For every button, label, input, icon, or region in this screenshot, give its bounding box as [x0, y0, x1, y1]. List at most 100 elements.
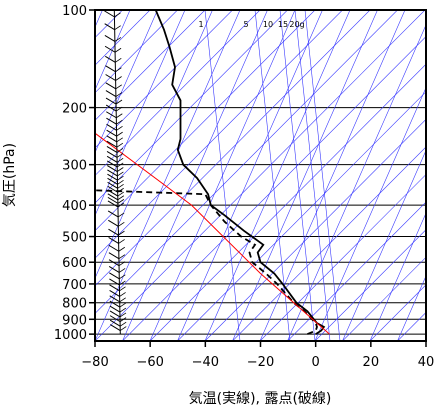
wind-barb: [106, 140, 118, 148]
mixing-ratio-line: [304, 10, 341, 341]
wind-barb: [118, 254, 126, 259]
isotherm-line: [314, 86, 426, 341]
wind-barb: [117, 191, 124, 197]
y-axis-title: 気圧(hPa): [2, 143, 18, 207]
wind-barb: [119, 292, 126, 297]
wind-barb: [119, 297, 126, 303]
wind-barb: [108, 228, 119, 236]
wind-barb: [117, 199, 125, 204]
wind-barb: [105, 104, 117, 112]
wind-barb: [114, 37, 122, 42]
isotherm-line: [342, 149, 426, 341]
y-tick-label: 300: [62, 159, 87, 174]
mixing-ratio-line: [279, 10, 316, 341]
dry-adiabat-line: [232, 146, 426, 341]
wind-barb: [119, 302, 127, 308]
y-tick-label: 900: [62, 313, 87, 328]
wind-barb: [109, 295, 120, 303]
wind-barb: [104, 23, 115, 31]
wind-barb: [109, 272, 120, 280]
wind-barb: [117, 202, 125, 208]
wind-barb: [107, 173, 118, 181]
isotherm-line: [397, 275, 426, 341]
isotherm-line: [287, 24, 426, 341]
x-tick-label: −60: [136, 355, 163, 370]
wind-barb: [105, 74, 116, 81]
y-tick-label: 600: [62, 256, 87, 271]
wind-barb: [106, 129, 117, 137]
wind-barb: [119, 286, 126, 292]
wind-barb: [109, 289, 120, 297]
y-tick-label: 800: [62, 297, 87, 312]
dry-adiabat-line: [95, 10, 288, 204]
mixing-ratio-line: [204, 10, 241, 341]
x-tick-label: −80: [81, 355, 108, 370]
parcel-curve-line: [95, 132, 330, 335]
wind-barb: [116, 113, 123, 119]
wind-barb: [117, 184, 124, 189]
x-tick-label: −40: [192, 355, 219, 370]
dry-adiabat-line: [95, 10, 316, 232]
isotherm-line: [204, 10, 351, 341]
wind-barb: [119, 321, 127, 327]
wind-barb: [116, 137, 123, 143]
wind-barb: [119, 307, 127, 313]
wind-barb: [119, 317, 127, 322]
wind-barb: [108, 265, 120, 273]
wind-barb: [106, 160, 118, 168]
wind-barb: [116, 162, 124, 168]
temperature-line: [154, 10, 326, 335]
dry-adiabat-line: [122, 36, 426, 341]
wind-barb: [105, 55, 116, 63]
dry-adiabat-line: [95, 10, 371, 287]
wind-barb: [107, 165, 118, 172]
wind-barb: [118, 239, 125, 244]
wind-barb: [107, 169, 118, 177]
mixing-ratio-label: 1: [198, 20, 203, 29]
wind-barb: [118, 261, 126, 267]
dry-adiabat-line: [287, 201, 426, 341]
isotherm-line: [369, 212, 426, 341]
wind-barb: [116, 125, 123, 131]
wind-barb: [106, 123, 117, 131]
isotherm-line: [232, 10, 378, 341]
wind-barb: [119, 274, 126, 280]
dry-adiabat-line: [95, 10, 343, 259]
wind-barb: [107, 181, 118, 189]
wind-barb: [109, 278, 120, 286]
adiabat-and-mixing-ratio-lines: [95, 10, 426, 341]
wind-barb: [107, 210, 119, 218]
mixing-ratio-label: 15: [278, 20, 288, 29]
wind-barb: [117, 195, 125, 201]
wind-barb: [108, 244, 120, 252]
dry-adiabat-line: [95, 10, 233, 149]
mixing-ratio-label: 10: [263, 20, 273, 29]
sounding-series: [95, 10, 330, 335]
wind-barb: [105, 65, 116, 73]
x-tick-label: 20: [363, 355, 380, 370]
wind-barb: [106, 111, 117, 119]
wind-barb: [120, 326, 127, 331]
wind-barb: [107, 196, 119, 204]
mixing-ratio-label: 5: [243, 20, 248, 29]
x-axis-ticks: −80 −60 −40 −20 0 20 40: [81, 341, 434, 370]
wind-barb: [114, 47, 122, 53]
wind-barb: [107, 200, 119, 208]
dry-adiabat-line: [95, 10, 206, 121]
wind-barb: [118, 230, 125, 236]
isotherm-line: [95, 10, 131, 91]
y-tick-label: 1000: [54, 328, 87, 343]
wind-barb: [114, 25, 121, 31]
wind-barb: [106, 135, 118, 143]
wind-barb: [115, 106, 123, 112]
wind-barb: [114, 12, 121, 18]
dry-adiabat-line: [95, 10, 261, 176]
dry-adiabat-line: [314, 229, 426, 341]
wind-barb: [109, 284, 120, 292]
wind-barb: [106, 155, 118, 163]
wind-barb: [107, 185, 118, 193]
x-tick-label: 40: [418, 355, 435, 370]
wind-barb: [106, 117, 117, 125]
